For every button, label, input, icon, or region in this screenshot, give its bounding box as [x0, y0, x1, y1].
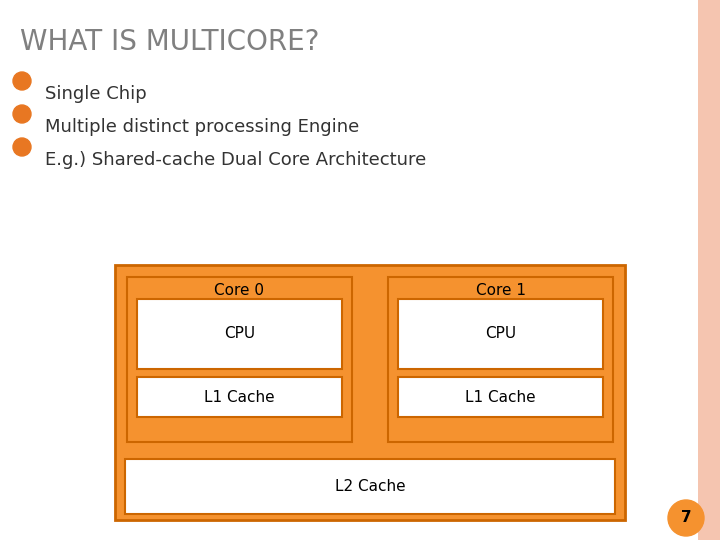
Circle shape — [668, 500, 704, 536]
Bar — [398, 299, 603, 369]
Circle shape — [13, 72, 31, 90]
Bar — [698, 0, 720, 540]
Text: Single Chip: Single Chip — [45, 85, 147, 103]
Text: L1 Cache: L1 Cache — [204, 389, 275, 404]
Circle shape — [13, 105, 31, 123]
Bar — [137, 299, 342, 369]
Text: Core 1: Core 1 — [475, 283, 526, 298]
Text: CPU: CPU — [224, 327, 255, 341]
Bar — [398, 377, 603, 417]
Text: E.g.) Shared-cache Dual Core Architecture: E.g.) Shared-cache Dual Core Architectur… — [45, 151, 426, 169]
Text: Core 0: Core 0 — [215, 283, 264, 298]
Text: L1 Cache: L1 Cache — [465, 389, 536, 404]
Bar — [125, 459, 615, 514]
Text: 7: 7 — [680, 510, 691, 525]
Text: WHAT IS MULTICORE?: WHAT IS MULTICORE? — [20, 28, 320, 56]
Circle shape — [13, 138, 31, 156]
Bar — [115, 265, 625, 520]
Bar — [137, 377, 342, 417]
Text: CPU: CPU — [485, 327, 516, 341]
Bar — [388, 277, 613, 442]
Text: Multiple distinct processing Engine: Multiple distinct processing Engine — [45, 118, 359, 136]
Text: L2 Cache: L2 Cache — [335, 479, 405, 494]
Bar — [127, 277, 352, 442]
